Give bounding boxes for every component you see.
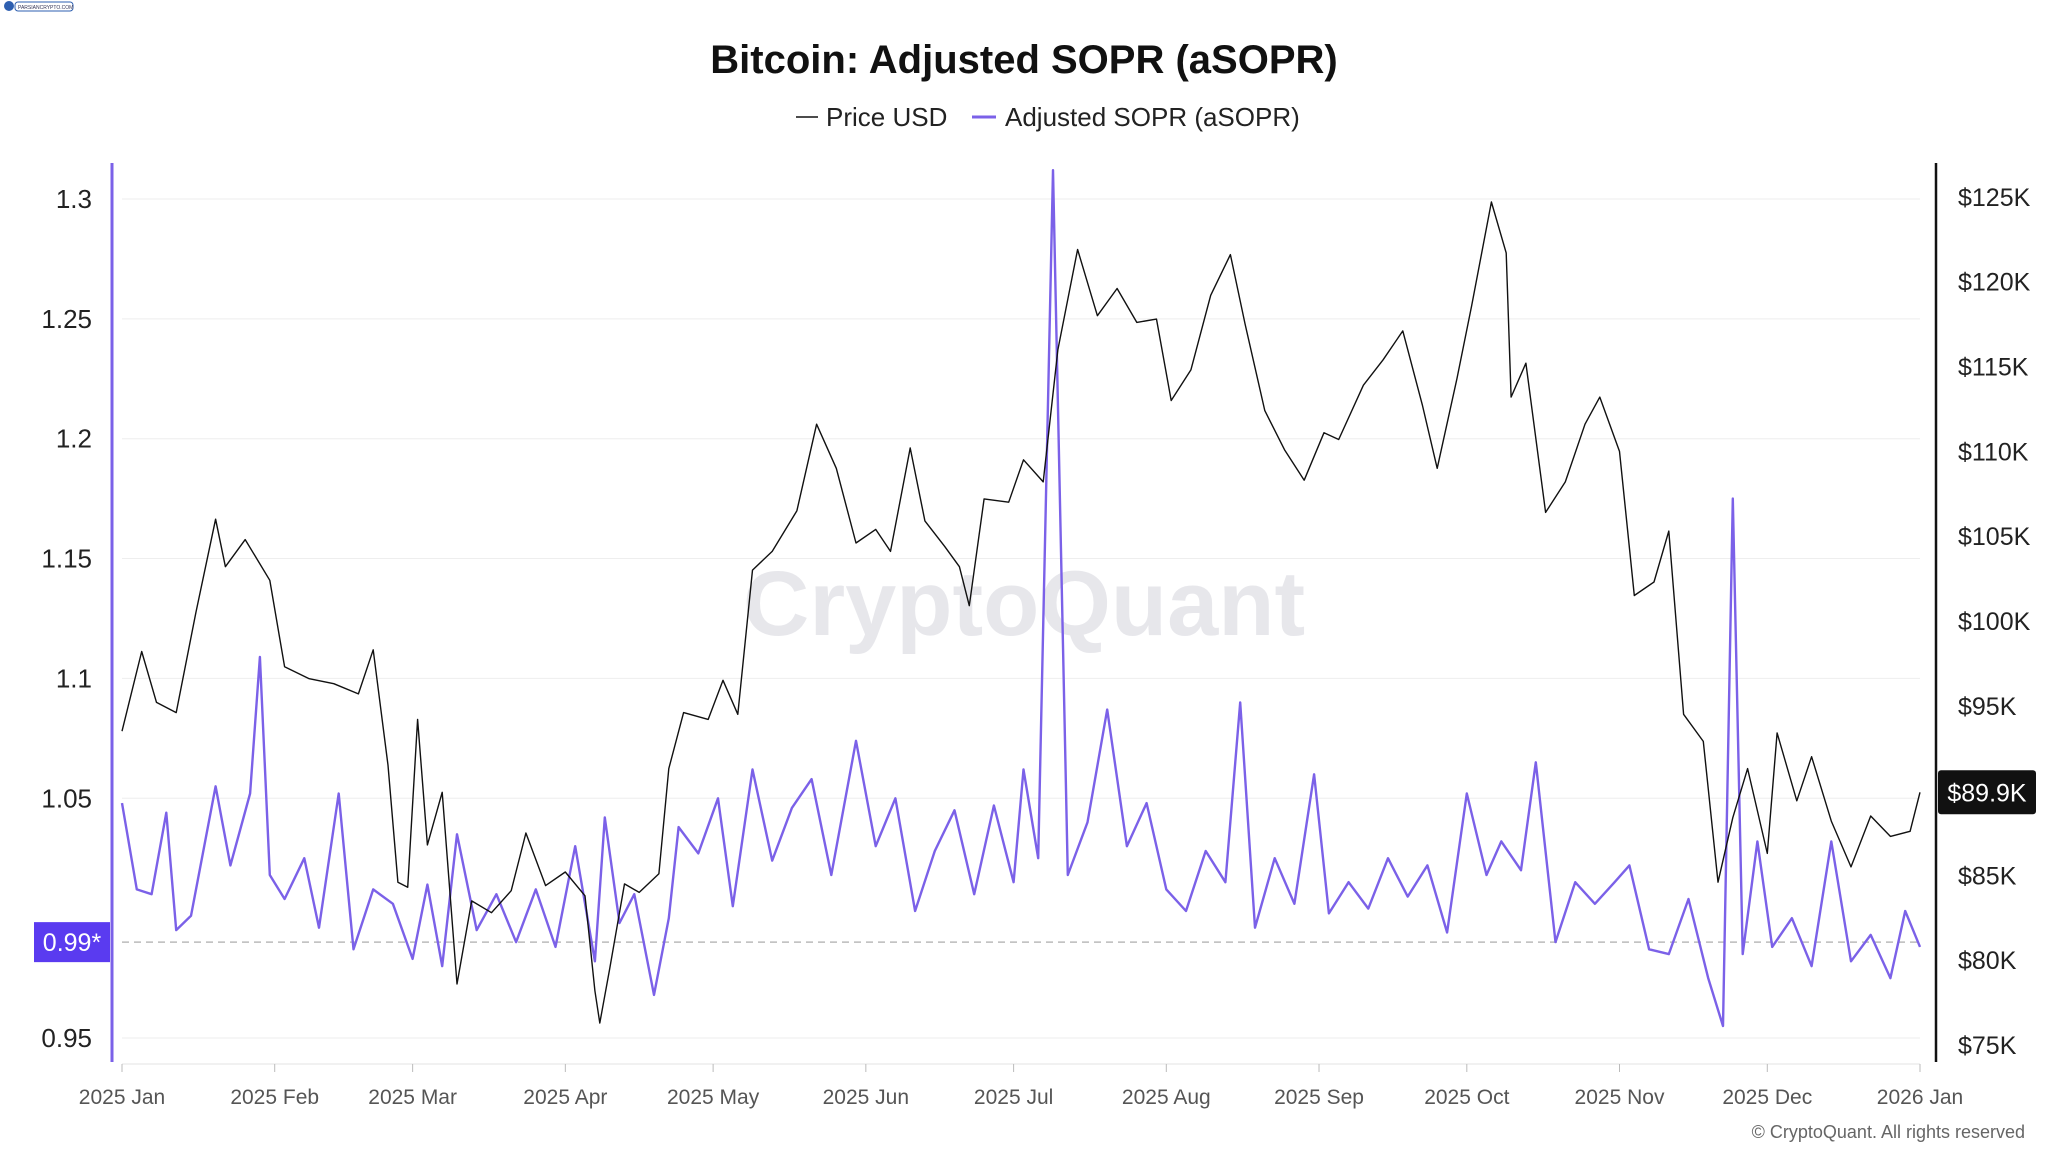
y-left-tick-0: 0.95: [41, 1023, 92, 1053]
y-left-tick-2: 1.1: [56, 663, 92, 693]
y-right-tick-0: $75K: [1958, 1032, 2017, 1060]
legend-price-label[interactable]: Price USD: [826, 102, 947, 132]
x-tick-9: 2025 Oct: [1424, 1086, 1509, 1109]
x-tick-7: 2025 Aug: [1122, 1086, 1211, 1109]
last-price-badge-label: $89.9K: [1947, 779, 2027, 807]
x-tick-12: 2026 Jan: [1877, 1086, 1963, 1109]
series: [120, 169, 1922, 1028]
last-price-badge-bg: [1938, 770, 2036, 815]
x-tick-0: 2025 Jan: [79, 1086, 165, 1109]
reference-badge: 0.99*: [34, 922, 110, 963]
x-tick-2: 2025 Mar: [368, 1086, 457, 1109]
y-left-tick-6: 1.3: [56, 184, 92, 214]
last-price-badge: $89.9K: [1938, 770, 2036, 815]
gridlines: [122, 198, 1920, 1039]
watermark: CryptoQuant: [743, 553, 1305, 655]
reference-badge-label: 0.99*: [43, 929, 102, 957]
y-right-tick-2: $85K: [1958, 862, 2017, 890]
y-right-tick-6: $105K: [1958, 523, 2031, 551]
y-right-tick-5: $100K: [1958, 608, 2031, 636]
reference-badge-bg: [34, 922, 110, 963]
y-right-tick-10: $125K: [1958, 184, 2031, 212]
x-tick-11: 2025 Dec: [1722, 1086, 1812, 1109]
series-price-line: [121, 201, 1921, 1024]
x-tick-5: 2025 Jun: [823, 1086, 909, 1109]
axes: [110, 163, 1938, 1072]
x-tick-3: 2025 Apr: [523, 1086, 607, 1109]
axis-labels: 0.95 1.05 1.1 1.15 1.2 1.25 1.3 2025 Jan 2025 Fe…: [34, 184, 2036, 1109]
copyright: © CryptoQuant. All rights reserved: [1752, 1122, 2025, 1142]
x-tick-4: 2025 May: [667, 1086, 760, 1109]
y-right-tick-8: $115K: [1958, 354, 2029, 382]
x-tick-10: 2025 Nov: [1575, 1086, 1665, 1109]
legend-asopr-label[interactable]: Adjusted SOPR (aSOPR): [1005, 102, 1300, 132]
legend[interactable]: Price USD Adjusted SOPR (aSOPR): [796, 102, 1300, 132]
corner-logo-text: PARSIANCRYPTO.COM: [18, 5, 73, 11]
x-tick-6: 2025 Jul: [974, 1086, 1053, 1109]
y-right-tick-9: $120K: [1958, 269, 2031, 297]
y-right-tick-7: $110K: [1958, 438, 2029, 466]
y-left-tick-1: 1.05: [41, 783, 92, 813]
series-asopr-line: [120, 169, 1922, 1028]
y-left-tick-5: 1.25: [41, 304, 92, 334]
corner-logo: PARSIANCRYPTO.COM: [4, 1, 74, 12]
chart-title: Bitcoin: Adjusted SOPR (aSOPR): [710, 38, 1337, 82]
x-tick-1: 2025 Feb: [230, 1086, 319, 1109]
y-right-tick-1: $80K: [1958, 947, 2017, 975]
y-left-tick-3: 1.15: [41, 544, 92, 574]
x-tick-8: 2025 Sep: [1274, 1086, 1364, 1109]
y-left-tick-4: 1.2: [56, 424, 92, 454]
y-right-tick-4: $95K: [1958, 693, 2017, 721]
